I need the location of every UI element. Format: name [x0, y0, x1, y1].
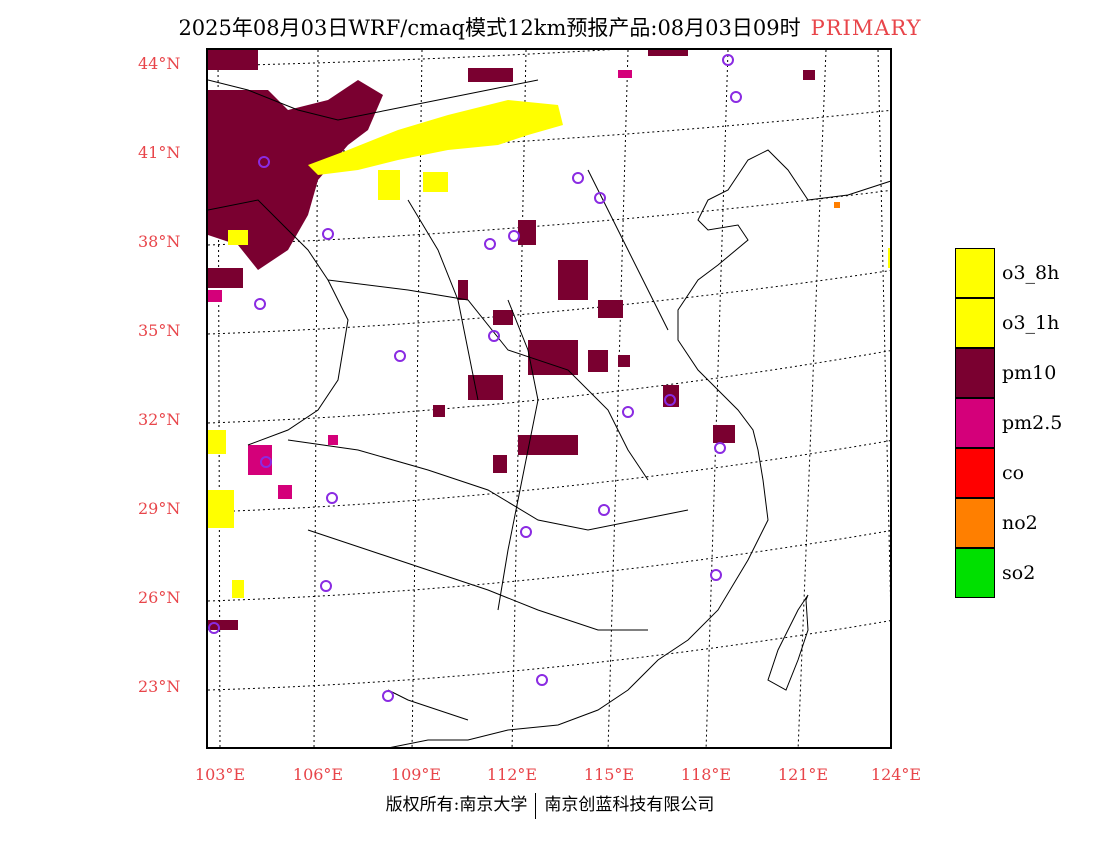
lon-label-112: 112°E — [486, 765, 538, 784]
footer-divider — [535, 792, 537, 819]
station-markers — [208, 54, 742, 702]
lat-label-41: 41°N — [138, 143, 181, 162]
copyright-right: 南京创蓝科技有限公司 — [544, 795, 715, 815]
legend-swatch — [955, 398, 995, 448]
lat-label-29: 29°N — [138, 499, 181, 518]
map-title: 2025年08月03日WRF/cmaq模式12km预报产品:08月03日09时 P… — [0, 12, 1100, 42]
legend-label: co — [1002, 462, 1025, 484]
lon-label-106: 106°E — [292, 765, 344, 784]
lat-label-35: 35°N — [138, 321, 181, 340]
lat-label-26: 26°N — [138, 588, 181, 607]
lon-label-103: 103°E — [194, 765, 246, 784]
legend-swatch — [955, 448, 995, 498]
map-canvas — [208, 50, 890, 747]
lon-label-121: 121°E — [777, 765, 829, 784]
copyright-footer: 版权所有:南京大学 南京创蓝科技有限公司 — [0, 790, 1100, 819]
primary-tag: PRIMARY — [810, 16, 922, 40]
legend-label: no2 — [1002, 512, 1038, 534]
pm10-patches — [208, 50, 815, 630]
forecast-map[interactable] — [206, 48, 892, 749]
lon-label-109: 109°E — [390, 765, 442, 784]
legend-label: so2 — [1002, 562, 1036, 584]
no2-patch — [834, 202, 840, 208]
pm25-patches — [208, 70, 632, 499]
lon-label-118: 118°E — [680, 765, 732, 784]
o3-patches — [208, 100, 890, 598]
boundaries — [208, 79, 890, 747]
lon-label-115: 115°E — [583, 765, 635, 784]
legend-label: o3_1h — [1002, 312, 1060, 334]
legend-swatch — [955, 248, 995, 298]
title-text: 2025年08月03日WRF/cmaq模式12km预报产品:08月03日09时 — [178, 16, 801, 40]
legend-swatch — [955, 348, 995, 398]
legend-label: o3_8h — [1002, 262, 1060, 284]
lat-label-44: 44°N — [138, 54, 181, 73]
legend-swatch — [955, 498, 995, 548]
legend-label: pm2.5 — [1002, 412, 1063, 434]
lat-label-38: 38°N — [138, 232, 181, 251]
legend-label: pm10 — [1002, 362, 1057, 384]
legend-swatch — [955, 298, 995, 348]
legend-swatch — [955, 548, 995, 598]
lat-label-32: 32°N — [138, 410, 181, 429]
lon-label-124: 124°E — [870, 765, 922, 784]
copyright-left: 版权所有:南京大学 — [385, 795, 528, 815]
lat-label-23: 23°N — [138, 677, 181, 696]
